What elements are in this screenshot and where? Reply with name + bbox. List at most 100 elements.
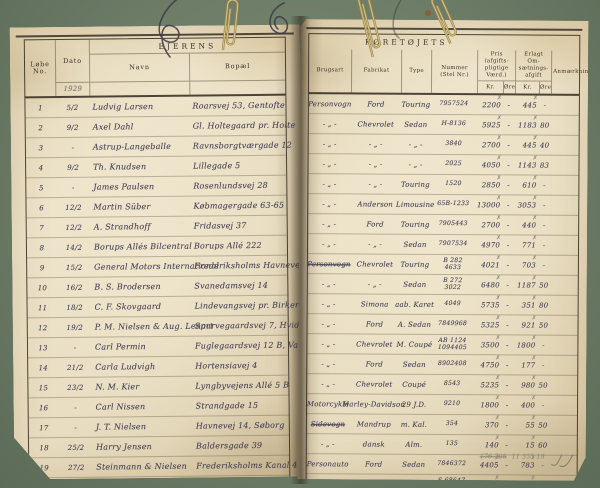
cell-navn: James Paulsen	[93, 182, 155, 192]
cell-lobe-no: 10	[37, 283, 48, 292]
table-row: 12 19/2 P. M. Nielsen & Aug. Lenart Spur…	[28, 316, 288, 339]
cell-anmaerkning	[549, 376, 577, 395]
cell-lobe-no: 12	[38, 323, 48, 332]
cell-erlagt-kr: ✗ 703	[521, 255, 537, 270]
cell-nummer: 7907534	[438, 240, 468, 248]
pencil-check-flourish	[550, 453, 574, 469]
cell-brugsart: - „ -	[322, 159, 337, 168]
cell-navn: P. M. Nielsen & Aug. Lenart	[94, 321, 214, 332]
cell-lobe-no: 17	[39, 423, 49, 432]
col-header-pris: Pris (afgifts- pligtige Værd.)	[477, 50, 515, 81]
cell-erlagt-ore: 50	[539, 281, 549, 290]
pencil-check-mark: ✗	[496, 155, 502, 162]
cell-erlagt-ore: 80	[538, 301, 549, 310]
pencil-check-mark: ✗	[532, 135, 538, 142]
cell-navn: Carla Ludvigh	[95, 362, 156, 372]
cell-fabrikat: Mandrup	[356, 419, 391, 429]
cell-fabrikat: Ford	[364, 460, 383, 469]
pencil-check-mark: ✗	[496, 195, 502, 202]
cell-lobe-no: 5	[38, 183, 44, 192]
cell-dato: -	[74, 403, 77, 412]
table-row: - „ - - „ - Sedan B 272 3022 ✗ 6480 - ✗ 11…	[308, 274, 578, 296]
col-header-anmaerkning: Anmærkning	[551, 51, 593, 94]
cell-nummer: 8543	[443, 380, 461, 388]
cell-erlagt-kr: ✗ 1187	[517, 275, 537, 290]
cell-navn: Martin Süber	[93, 202, 151, 212]
cell-brugsart: - „ -	[322, 179, 337, 188]
cell-anmaerkning	[549, 416, 577, 435]
table-row: 6 12/2 Martin Süber Købmagergade 63-65	[26, 196, 286, 219]
table-row: 13 - Carl Permin Fuglegaardsvej 12 B, Va…	[28, 336, 288, 359]
cell-pris-kr: ✗ 11000	[475, 475, 500, 488]
cell-brugsart: - „ -	[322, 239, 336, 248]
cell-pris-ore: -	[505, 480, 508, 488]
cell-nummer: 7905443	[438, 220, 468, 228]
cell-fabrikat: Ford	[365, 360, 383, 369]
cell-anmaerkning	[549, 336, 577, 355]
cell-bopael: Rosenlundsvej 28	[193, 180, 268, 191]
cell-erlagt-kr: ✗ 1183	[518, 115, 538, 130]
cell-navn: J. T. Nielsen	[95, 422, 147, 432]
table-row: 19 27/2 Steinmann & Nielsen Frederikshol…	[29, 456, 289, 479]
cell-type: Touring	[400, 180, 430, 189]
cell-erlagt-ore: 40	[539, 141, 550, 150]
cell-anmaerkning	[550, 236, 578, 255]
pencil-check-mark: ✗	[531, 335, 537, 342]
cell-pris-ore: -	[506, 280, 510, 289]
cell-pris-kr: ✗ 2700	[481, 215, 502, 229]
col-header-dato: Dato	[55, 40, 89, 83]
cell-pris-ore: -	[507, 180, 510, 189]
cell-erlagt-kr: ✗ 1800	[516, 335, 537, 350]
cell-nummer: 8902408	[437, 360, 467, 368]
table-row: 15 23/2 N. M. Kier Lyngbyvejens Allé 5 B	[28, 376, 288, 399]
cell-dato: 12/2	[65, 203, 82, 212]
cell-erlagt-ore: -	[541, 481, 544, 488]
cell-lobe-no: 16	[38, 403, 49, 412]
table-row: - „ - Ford A. Sedan 7849968 ✗ 5325 - ✗ 921…	[307, 314, 577, 336]
cell-erlagt-ore: 83	[539, 161, 550, 170]
cell-bopael: Ravnsborgtværgade 12	[192, 140, 293, 151]
year-annotation: 1929	[55, 83, 89, 96]
cell-nummer: 7846372	[437, 460, 467, 468]
rust-spot	[424, 9, 432, 17]
pencil-check-mark: ✗	[531, 395, 537, 402]
cell-dato: -	[73, 343, 77, 352]
cell-pris-kr: ✗ 2850	[481, 175, 502, 189]
table-row: 8 14/2 Borups Allés Bilcentral Borups Al…	[27, 236, 287, 259]
cell-nummer: B 272 3022	[443, 277, 463, 291]
cell-type: - „ -	[408, 160, 423, 169]
cell-erlagt-kr: ✗ 55	[525, 415, 536, 430]
cell-pris-ore: -	[505, 400, 509, 409]
sub-header-kr: Kr.	[515, 81, 539, 93]
cell-navn: Steinmann & Nielsen	[96, 461, 187, 472]
cell-erlagt-kr: ✗ 400	[521, 395, 537, 410]
cell-brugsart: - „ -	[322, 119, 337, 128]
right-table: KØRETØJETS Brugsart Fabrikat Type Nummer…	[306, 33, 581, 488]
cell-lobe-no: 11	[37, 303, 48, 312]
cell-type: Touring	[400, 220, 430, 229]
pencil-total: 11 335 18	[511, 452, 545, 461]
cell-erlagt-kr: ✗ 2854	[515, 475, 536, 488]
cell-anmaerkning	[551, 136, 579, 155]
pencil-check-mark: ✗	[531, 435, 536, 442]
cell-bopael: Borups Allé 222	[193, 240, 262, 251]
pencil-check-mark: ✗	[531, 275, 537, 282]
table-row: 20 - C. Heyerdahl Gothersgade 51	[29, 476, 289, 488]
cell-pris-ore: -	[506, 220, 510, 229]
page-title-koretojets: KØRETØJETS	[365, 37, 448, 48]
table-row: 1 5/2 Ludvig Larsen Roarsvej 53, Gentoft…	[25, 96, 285, 119]
top-rule	[306, 27, 583, 31]
cell-navn: Astrup-Langeballe	[92, 141, 172, 152]
pencil-check-mark: ✗	[532, 195, 538, 202]
cell-pris-ore: -	[507, 120, 511, 129]
sub-header-ore: Øre	[539, 82, 551, 94]
cell-nummer: 7849968	[438, 320, 468, 328]
cell-fabrikat: - „ -	[368, 160, 383, 169]
cell-brugsart: - „ -	[321, 379, 336, 388]
cell-navn: C. Heyerdahl	[96, 482, 153, 488]
cell-dato: 19/2	[66, 323, 84, 332]
cell-erlagt-ore: -	[543, 101, 547, 110]
cell-pris-ore: -	[507, 100, 511, 109]
cell-type: - „ -	[408, 140, 423, 149]
table-row: 7 12/2 A. Strandhoff Fridasvej 37	[27, 216, 287, 239]
